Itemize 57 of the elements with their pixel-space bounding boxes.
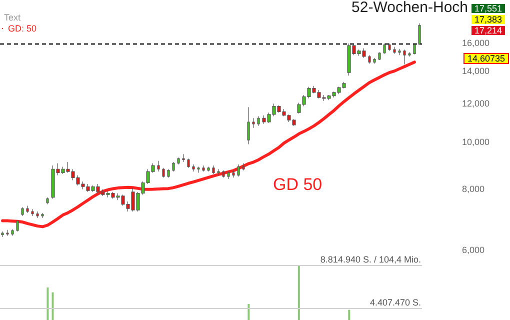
candlestick [207, 166, 210, 172]
candlestick [403, 49, 406, 65]
candlestick [177, 157, 180, 165]
candlestick [46, 197, 49, 205]
candlestick [227, 171, 230, 180]
candlestick [383, 43, 386, 54]
candlestick [418, 23, 421, 46]
y-tick-label: 12,000 [462, 98, 490, 109]
annotation: GD 50 [273, 175, 322, 194]
candlestick [11, 228, 14, 236]
candlestick [167, 168, 170, 178]
annotation: Text [4, 12, 22, 22]
y-tick-label: 10,000 [462, 137, 490, 148]
candlestick [192, 164, 195, 172]
candlestick [212, 165, 215, 174]
ref-line-label: 4.407.470 S. [370, 297, 421, 308]
candlestick [36, 211, 39, 218]
candlestick [398, 48, 401, 56]
candlestick [172, 162, 175, 172]
candlestick [252, 118, 255, 128]
y-tick-label: 14,000 [462, 66, 490, 76]
legend-label: GD: 50 [8, 24, 37, 34]
candlestick [247, 106, 250, 145]
candlestick [202, 165, 205, 172]
candlestick [222, 170, 225, 178]
line-series [1, 60, 416, 228]
candlestick [31, 208, 34, 216]
candlestick [197, 166, 200, 174]
candlestick [157, 160, 160, 172]
y-tick-label: 6,000 [462, 245, 485, 255]
candlestick [232, 170, 235, 178]
candlestick [21, 206, 24, 216]
candlestick [41, 212, 44, 218]
candlestick [373, 58, 376, 64]
y-tick-label: 8,000 [462, 184, 485, 194]
text: 14,60735 [467, 54, 506, 64]
candlestick [6, 230, 9, 236]
candlestick [257, 116, 260, 126]
candlestick [393, 46, 396, 54]
text: 17,551 [474, 4, 502, 14]
candlestick [162, 168, 165, 178]
candlestick [217, 168, 220, 176]
candlestick [378, 52, 381, 60]
text: 17,214 [474, 26, 502, 36]
candlestick [16, 220, 19, 232]
candlestick [388, 43, 391, 52]
ref-line-label: 52-Wochen-Hoch [352, 0, 468, 16]
y-tick-label: 16,000 [462, 38, 490, 48]
candlestick [26, 205, 29, 214]
text: 17,383 [474, 14, 502, 24]
candlestick [368, 54, 371, 64]
candlestick [242, 162, 245, 171]
candlestick [1, 231, 4, 238]
candlestick [182, 154, 185, 162]
candlestick [237, 164, 240, 177]
ref-line-label: 8.814.940 S. / 104,4 Mio. [320, 254, 421, 264]
candlestick [187, 158, 190, 168]
